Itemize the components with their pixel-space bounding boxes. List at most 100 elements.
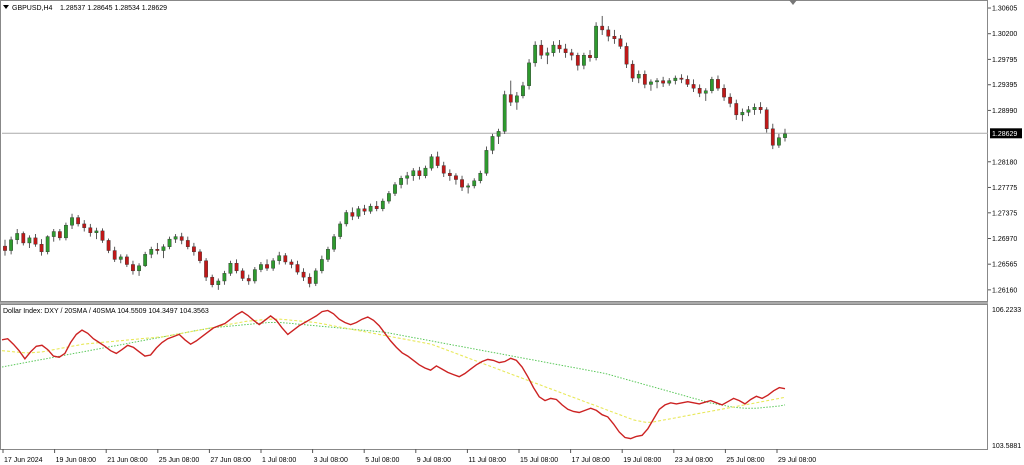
price-axis-label: 1.28180 [992, 159, 1017, 166]
candle-bull [167, 238, 172, 247]
current-price-label: 1.28629 [992, 131, 1017, 138]
candle-bear [57, 231, 62, 239]
candle-bear [307, 276, 312, 284]
candle-bull [51, 231, 56, 237]
candle-bear [417, 170, 422, 176]
candle-bear [557, 44, 562, 50]
candle-bull [411, 170, 416, 176]
candle-bear [624, 46, 629, 65]
candle-bull [655, 80, 659, 83]
dxy-line [1, 309, 786, 440]
candle-bull [64, 224, 68, 239]
candle-bull [319, 259, 324, 272]
price-axis-label: 1.28990 [992, 108, 1017, 115]
candle-bear [374, 205, 379, 209]
candle-bear [575, 55, 580, 66]
time-axis-label: 29 Jul 08:00 [778, 457, 816, 464]
main-header-symbol: GBPUSD,H4 [12, 5, 53, 12]
candle-bear [88, 227, 93, 233]
candle-bear [697, 88, 702, 94]
candle-bear [508, 94, 513, 103]
candle-bull [368, 205, 373, 212]
candle-bear [124, 256, 129, 265]
candle-bear [198, 251, 202, 261]
candle-bull [484, 150, 489, 174]
candle-bull [709, 79, 714, 91]
candle-bull [405, 175, 410, 179]
candle-bull [649, 81, 653, 85]
candle-bear [435, 156, 440, 166]
candle-bull [277, 255, 282, 261]
shift-marker-icon[interactable] [789, 0, 797, 5]
candle-bull [399, 178, 403, 185]
candle-bull [472, 180, 477, 187]
sub-panel-frame [0, 304, 988, 450]
candle-bull [344, 212, 349, 225]
candle-bear [301, 271, 306, 278]
time-axis-label: 3 Jul 08:00 [314, 457, 348, 464]
candle-bull [636, 74, 641, 79]
candle-bull [582, 55, 586, 66]
candle-bear [100, 230, 105, 241]
candle-bear [618, 38, 623, 47]
candle-bear [295, 264, 300, 273]
candle-bear [679, 77, 684, 80]
candle-bear [350, 212, 355, 217]
candle-bear [33, 237, 38, 245]
main-header-ohlc: 1.28537 1.28645 1.28534 1.28629 [60, 5, 167, 12]
time-axis-label: 17 Jul 08:00 [572, 457, 610, 464]
candle-bear [246, 278, 251, 282]
candle-bull [783, 133, 787, 138]
candle-bear [210, 276, 215, 285]
candle-bull [45, 236, 50, 253]
candle-bull [149, 249, 154, 255]
candle-bull [94, 230, 99, 233]
price-axis-label: 1.26160 [992, 287, 1017, 294]
candle-bear [131, 264, 135, 272]
candle-bull [252, 269, 257, 282]
candle-bull [143, 254, 148, 266]
candle-bear [21, 233, 26, 244]
candle-bull [137, 265, 141, 272]
candle-bull [228, 263, 233, 274]
price-axis-label: 1.30200 [992, 31, 1017, 38]
candle-bear [722, 88, 726, 98]
candle-bull [15, 233, 20, 240]
candle-bear [179, 236, 184, 241]
price-axis-label: 1.30605 [992, 6, 1017, 13]
time-axis-label: 1 Jul 08:00 [262, 457, 296, 464]
candle-bull [777, 137, 781, 146]
candle-bear [39, 244, 44, 253]
candle-bull [551, 44, 556, 53]
candle-bear [3, 245, 7, 251]
candle-bear [441, 165, 446, 174]
candle-bull [393, 184, 397, 194]
candle-bull [545, 52, 550, 56]
candle-bear [539, 44, 544, 56]
candle-bear [728, 96, 733, 104]
candle-bull [338, 223, 343, 237]
sub-axis-label: 103.5881 [992, 443, 1021, 450]
candle-bull [9, 239, 13, 251]
candle-bull [222, 273, 227, 282]
candle-bear [76, 217, 81, 225]
candle-bear [234, 263, 239, 272]
candle-bull [703, 90, 708, 94]
candle-bear [770, 128, 775, 146]
symbol-dropdown-icon[interactable] [3, 5, 9, 9]
candle-bull [673, 77, 678, 81]
candle-bull [70, 217, 74, 226]
time-axis-label: 5 Jul 08:00 [365, 457, 399, 464]
candle-bear [362, 208, 367, 212]
candle-bear [155, 249, 160, 251]
candle-bull [326, 249, 330, 260]
candle-bull [313, 270, 318, 284]
candle-bear [569, 52, 574, 56]
candle-bull [259, 264, 263, 270]
candle-bull [423, 167, 428, 176]
price-axis-label: 1.29395 [992, 82, 1017, 89]
candle-bull [667, 80, 672, 84]
sub-axis-label: 106.2233 [992, 307, 1021, 314]
candle-bear [112, 250, 117, 260]
